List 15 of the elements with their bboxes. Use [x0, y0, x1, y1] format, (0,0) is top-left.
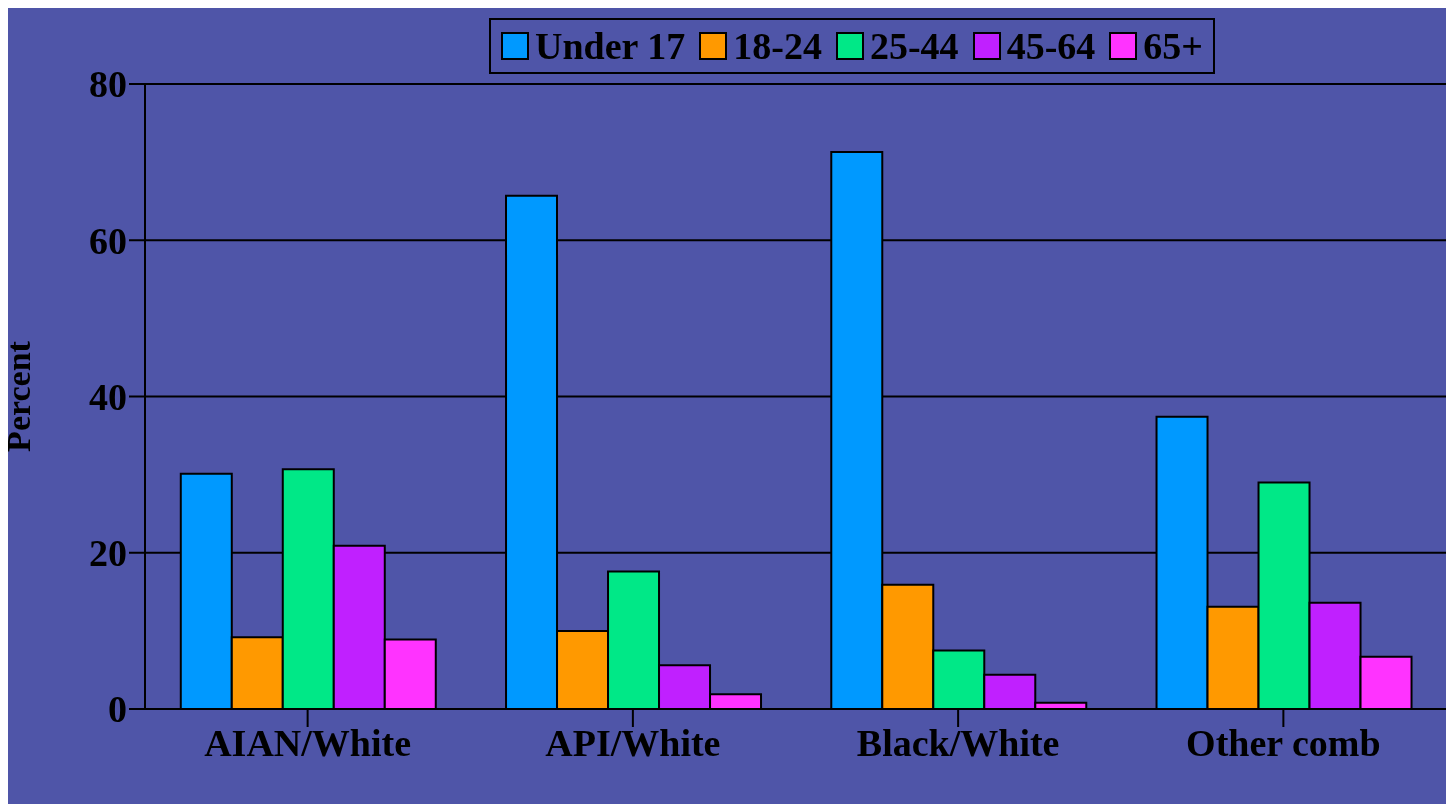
- x-tick-label: Other comb: [1186, 721, 1381, 764]
- y-tick-label: 60: [89, 219, 127, 262]
- x-tick-label: Black/White: [856, 721, 1060, 764]
- y-tick-label: 40: [89, 375, 127, 418]
- y-tick-label: 20: [89, 532, 127, 575]
- legend-label: 25-44: [868, 24, 959, 68]
- legend-label: 18-24: [732, 24, 822, 68]
- y-tick-label: 0: [108, 688, 127, 731]
- legend-label: 45-64: [1005, 24, 1096, 68]
- y-axis-title: Percent: [0, 340, 38, 452]
- legend-label: 65+: [1142, 24, 1203, 68]
- legend-label: Under 17: [534, 24, 686, 68]
- y-tick-label: 80: [89, 63, 127, 106]
- x-tick-label: API/White: [545, 721, 721, 764]
- x-tick-label: AIAN/White: [204, 721, 412, 764]
